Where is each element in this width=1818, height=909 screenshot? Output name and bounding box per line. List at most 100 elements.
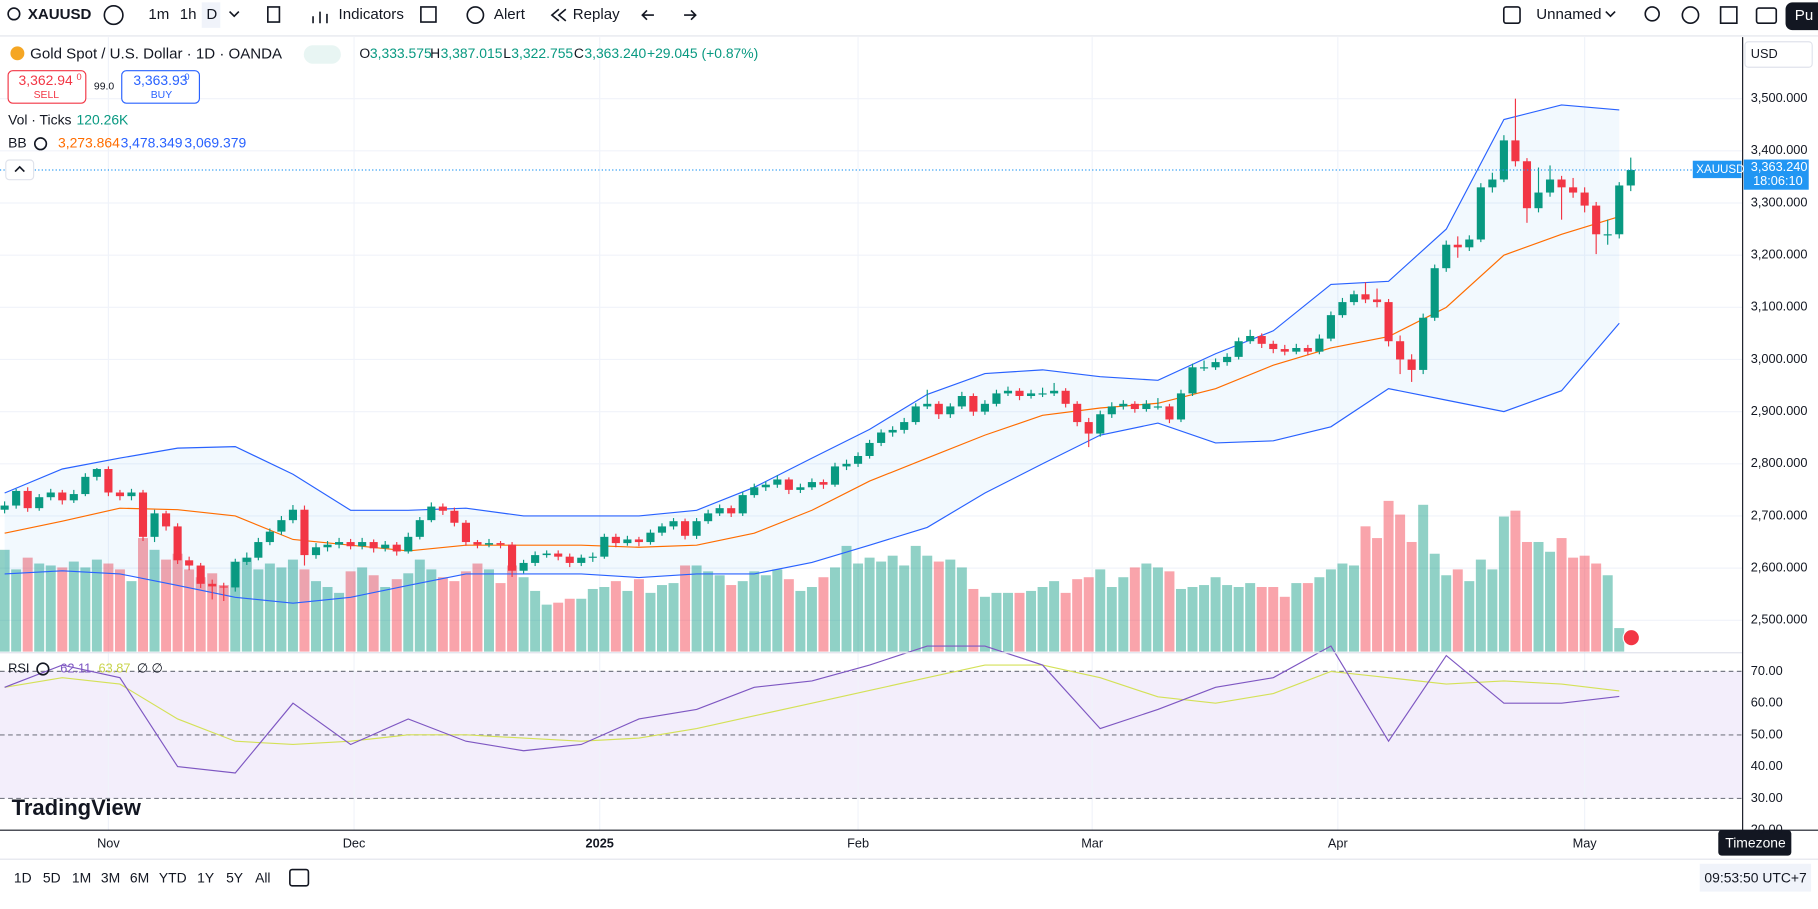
x-tick-label: Dec xyxy=(343,835,366,850)
range-button[interactable]: 3M xyxy=(101,870,120,886)
templates[interactable] xyxy=(420,6,437,23)
publish[interactable]: Pu xyxy=(1795,7,1813,24)
candle-body xyxy=(634,539,643,543)
candle-body xyxy=(542,553,551,556)
undo[interactable] xyxy=(641,9,654,21)
rsi-value: 62.11 xyxy=(60,660,91,675)
volume-bar xyxy=(1498,516,1509,652)
range-button[interactable]: YTD xyxy=(159,870,187,886)
candle-body xyxy=(657,526,667,533)
interval[interactable]: D xyxy=(206,6,217,23)
sell-button[interactable] xyxy=(7,70,87,104)
alert[interactable]: Alert xyxy=(494,6,526,23)
candle-body xyxy=(1107,406,1116,415)
buy-label[interactable]: BUY xyxy=(151,90,172,101)
volume-bar xyxy=(0,549,10,652)
layout-icon[interactable] xyxy=(1502,6,1521,25)
settings[interactable] xyxy=(1681,6,1700,25)
volume-bar xyxy=(968,588,979,652)
y-tick-label: 2,600.000 xyxy=(1751,560,1808,575)
bb-settings[interactable] xyxy=(33,137,48,151)
chart-type[interactable] xyxy=(267,6,281,23)
interval-dropdown[interactable] xyxy=(228,11,240,18)
volume-bar xyxy=(218,585,229,652)
volume-bar xyxy=(1175,588,1186,652)
volume-bar xyxy=(691,565,702,652)
search-icon[interactable] xyxy=(7,7,21,21)
legend-change: +29.045 (+0.87%) xyxy=(647,45,758,61)
buy-price[interactable]: 3,363.93 xyxy=(133,72,187,88)
legend-h: H xyxy=(430,45,440,61)
snapshot[interactable] xyxy=(1755,7,1778,25)
candle-body xyxy=(231,561,240,588)
volume-bar xyxy=(668,583,679,652)
add-symbol[interactable] xyxy=(103,4,124,26)
volume-bar xyxy=(876,561,887,652)
interval[interactable]: 1h xyxy=(180,6,197,23)
candle-body xyxy=(1280,349,1289,352)
range-button[interactable]: 5D xyxy=(43,870,61,886)
symbol[interactable]: XAUUSD xyxy=(28,6,92,23)
collapse-icon[interactable] xyxy=(14,165,25,173)
rsi-settings[interactable] xyxy=(36,662,50,676)
legend-low: 3,322.755 xyxy=(511,45,573,61)
currency-box[interactable] xyxy=(1744,41,1813,68)
range-button[interactable]: 1Y xyxy=(197,870,214,886)
buy-sup[interactable]: 0 xyxy=(184,72,189,82)
volume-bar xyxy=(138,538,148,652)
candle-body xyxy=(519,562,528,571)
currency[interactable]: USD xyxy=(1751,46,1778,61)
symbol-tag xyxy=(1692,160,1742,179)
volume-bar xyxy=(172,553,183,652)
volume-bar xyxy=(311,581,321,652)
alert-icon[interactable] xyxy=(466,6,485,25)
volume-bar xyxy=(1291,583,1302,652)
candle-body xyxy=(531,555,540,563)
date-range-icon[interactable] xyxy=(289,868,310,887)
publish-button[interactable] xyxy=(1785,2,1818,31)
tooltip: Timezone xyxy=(1725,835,1786,851)
fullscreen[interactable] xyxy=(1719,6,1738,25)
volume-bar xyxy=(1579,555,1590,652)
price-tag-countdown: 18:06:10 xyxy=(1753,173,1803,188)
replay-icon[interactable] xyxy=(550,8,567,22)
interval[interactable]: 1m xyxy=(148,6,169,23)
sell-label[interactable]: SELL xyxy=(34,90,60,101)
candle-body xyxy=(969,395,978,412)
volume-bar xyxy=(1302,583,1313,652)
candle-body xyxy=(1545,179,1555,193)
bb-upper: 3,478.349 xyxy=(121,134,183,150)
clock-box[interactable] xyxy=(1699,863,1812,892)
redo[interactable] xyxy=(684,9,697,21)
sell-price[interactable]: 3,362.94 xyxy=(19,72,73,88)
candle-body xyxy=(773,479,782,485)
indicators[interactable]: Indicators xyxy=(339,6,404,23)
collapse-legend[interactable] xyxy=(5,159,35,181)
candle-body xyxy=(681,521,690,536)
range-button[interactable]: All xyxy=(255,870,270,886)
rsi-tick-label: 30.00 xyxy=(1751,790,1783,805)
candle-body xyxy=(1534,192,1543,209)
range-button[interactable]: 1M xyxy=(72,870,91,886)
sell-sup[interactable]: 0 xyxy=(77,72,82,82)
replay[interactable]: Replay xyxy=(573,6,620,23)
range-button[interactable]: 1D xyxy=(14,870,32,886)
indicators-icon[interactable] xyxy=(312,11,328,24)
x-tick-label: Apr xyxy=(1328,835,1349,850)
volume-bar xyxy=(979,596,990,652)
candle-body xyxy=(323,544,332,548)
volume-bar xyxy=(1245,583,1256,652)
bb-lower: 3,069.379 xyxy=(184,134,246,150)
volume-bar xyxy=(1360,526,1371,652)
range-button[interactable]: 5Y xyxy=(226,870,243,886)
clock[interactable]: 09:53:50 UTC+7 xyxy=(1704,870,1807,886)
candle-body xyxy=(842,463,851,467)
layout-dropdown[interactable] xyxy=(1605,11,1616,18)
y-tick-label: 3,200.000 xyxy=(1751,247,1808,262)
volume-bar xyxy=(114,569,125,652)
range-button[interactable]: 6M xyxy=(130,870,149,886)
quick-search[interactable] xyxy=(1644,6,1660,22)
volume-bar xyxy=(564,598,575,652)
layout-name[interactable]: Unnamed xyxy=(1536,6,1601,23)
buy-button[interactable] xyxy=(121,70,201,104)
